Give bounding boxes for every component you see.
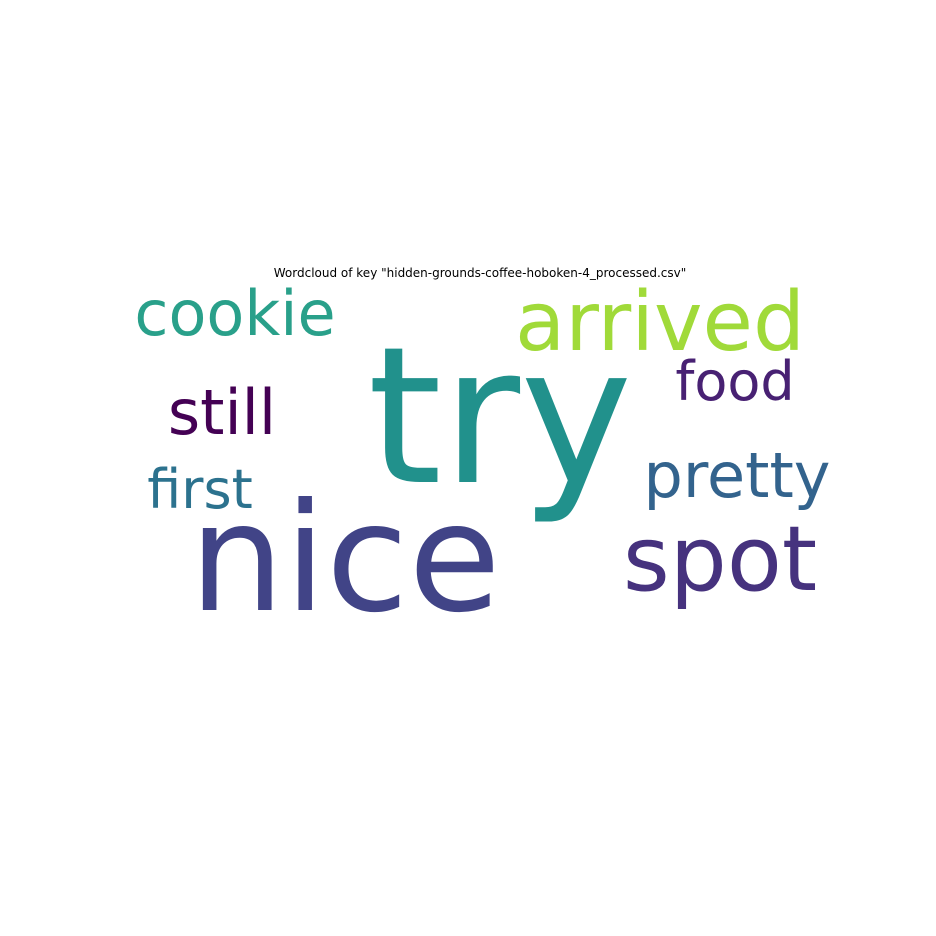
word-arrived: arrived bbox=[515, 275, 805, 370]
word-spot: spot bbox=[623, 507, 817, 612]
chart-title: Wordcloud of key "hidden-grounds-coffee-… bbox=[273, 266, 687, 280]
word-pretty: pretty bbox=[644, 439, 831, 512]
word-cookie: cookie bbox=[134, 277, 335, 350]
word-still: still bbox=[168, 376, 276, 449]
word-try: try bbox=[367, 306, 632, 527]
word-nice: nice bbox=[189, 472, 501, 646]
word-food: food bbox=[675, 350, 794, 413]
word-first: first bbox=[147, 458, 253, 521]
